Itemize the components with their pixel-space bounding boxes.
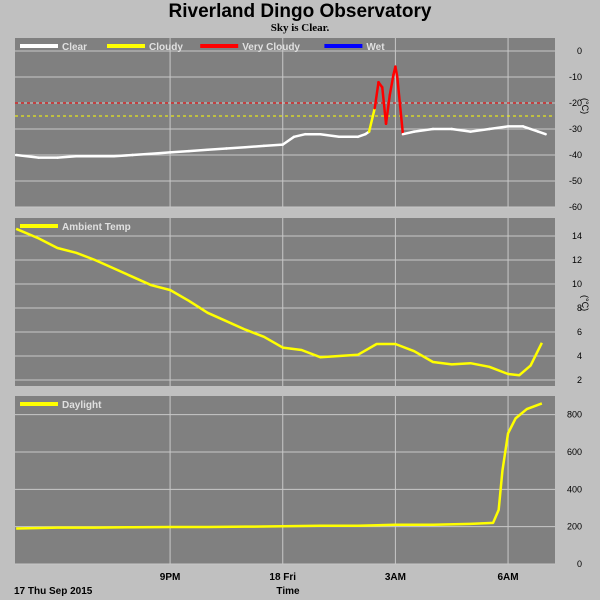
daylight-y-ticks: 800 600 400 200 0 (567, 410, 582, 569)
ambient-temp-legend: Ambient Temp (20, 222, 131, 233)
sky-temp-line-segment (469, 127, 491, 133)
daylight-plot-area (15, 396, 555, 564)
y-tick-label: 800 (567, 410, 582, 420)
sky-status-subtitle: Sky is Clear. (270, 22, 330, 34)
x-tick-label-3am: 3AM (385, 572, 406, 583)
sky-temp-line-segment (225, 145, 247, 150)
y-tick-label: -20 (569, 98, 582, 108)
daylight-panel: 800 600 400 200 0 Daylight (15, 396, 582, 569)
sky-temp-line-segment (521, 125, 540, 133)
sky-temp-line-segment (388, 73, 395, 97)
y-tick-label: 0 (577, 46, 582, 56)
x-axis-start-label: 17 Thu Sep 2015 (14, 586, 93, 597)
legend-label-clear: Clear (62, 42, 87, 53)
legend-label-daylight: Daylight (62, 400, 102, 411)
sky-temp-line-segment (536, 130, 547, 136)
ambient-temp-panel: 14 12 10 8 6 4 2 Ambient Temp (°C) (15, 218, 590, 386)
y-tick-label: -40 (569, 150, 582, 160)
sky-temp-line-segment (367, 106, 376, 133)
sky-temp-line-segment (396, 75, 405, 136)
chart-title: Riverland Dingo Observatory (168, 1, 432, 22)
sky-temp-y-ticks: 0 -10 -20 -30 -40 -50 -60 (569, 46, 582, 212)
sky-temperature-panel: 0 -10 -20 -30 -40 -50 -60 Clear Cloudy Very Clou… (14, 38, 590, 212)
sky-temp-line-segment (373, 80, 380, 110)
daylight-line (16, 402, 543, 530)
sky-temp-line-segment (56, 155, 78, 159)
y-tick-label: 6 (577, 327, 582, 337)
ambient-temp-plot-area (15, 218, 555, 386)
sky-temp-line-segment (401, 130, 416, 136)
y-tick-label: -60 (569, 202, 582, 212)
sky-temp-line-segment (262, 143, 284, 148)
y-tick-label: 400 (567, 484, 582, 494)
ambient-temp-grid (15, 218, 555, 386)
sky-temp-unit-label: (°C) (580, 98, 590, 114)
x-tick-label-9pm: 9PM (160, 572, 181, 583)
daylight-grid (15, 396, 555, 565)
legend-label-cloudy: Cloudy (149, 42, 183, 53)
y-tick-label: 200 (567, 522, 582, 532)
ambient-temp-unit-label: (°C) (580, 295, 590, 311)
daylight-legend: Daylight (20, 400, 102, 411)
sky-temp-line-segment (394, 65, 399, 79)
y-tick-label: 14 (572, 231, 582, 241)
sky-temp-line-segment (412, 127, 435, 133)
y-tick-label: 0 (577, 559, 582, 569)
sky-temp-line-segment (450, 127, 472, 133)
sky-temp-line-segment (319, 132, 341, 139)
sky-temp-line-segment (206, 147, 228, 152)
sky-temp-line-segment (112, 153, 134, 158)
x-tick-label-18-fri: 18 Fri (269, 572, 296, 583)
sky-temp-line-segment (281, 135, 296, 146)
y-tick-label: 12 (572, 255, 582, 265)
x-tick-label-6am: 6AM (497, 572, 518, 583)
sky-temp-line-segment (384, 93, 392, 126)
y-tick-label: -10 (569, 72, 582, 82)
y-tick-label: -30 (569, 124, 582, 134)
daylight-series (16, 402, 543, 530)
y-tick-label: 8 (577, 303, 582, 313)
y-tick-label: 10 (572, 279, 582, 289)
x-axis-title: Time (276, 586, 300, 597)
sky-temp-line-segment (381, 86, 388, 126)
y-tick-label: 600 (567, 447, 582, 457)
ambient-temp-y-ticks: 14 12 10 8 6 4 2 (572, 231, 582, 385)
sky-temp-thresholds (15, 102, 555, 117)
ambient-temp-series (15, 227, 543, 377)
legend-label-ambient-temp: Ambient Temp (62, 222, 131, 233)
sky-temp-line-segment (131, 152, 153, 157)
sky-temp-line-segment (150, 151, 172, 155)
ambient-temp-line (15, 227, 543, 377)
x-axis: 17 Thu Sep 2015 Time 9PM 18 Fri 3AM 6AM (14, 572, 519, 597)
sky-temp-line-segment (168, 149, 191, 154)
y-tick-label: 4 (577, 351, 582, 361)
y-tick-label: -50 (569, 176, 582, 186)
sky-temp-plot-area (15, 38, 555, 207)
legend-label-wet: Wet (366, 42, 385, 53)
legend-label-very-cloudy: Very Cloudy (242, 42, 300, 53)
sky-temp-line-segment (14, 153, 40, 159)
sky-temp-legend: Clear Cloudy Very Cloudy Wet (20, 42, 385, 53)
sky-temp-line-segment (356, 132, 367, 139)
sky-temp-line-segment (488, 125, 510, 131)
y-tick-label: 2 (577, 375, 582, 385)
sky-temp-line-segment (187, 148, 209, 153)
sky-temp-line-segment (243, 144, 266, 149)
sky-temp-line-segment (292, 132, 307, 139)
sky-temp-series (14, 65, 547, 159)
